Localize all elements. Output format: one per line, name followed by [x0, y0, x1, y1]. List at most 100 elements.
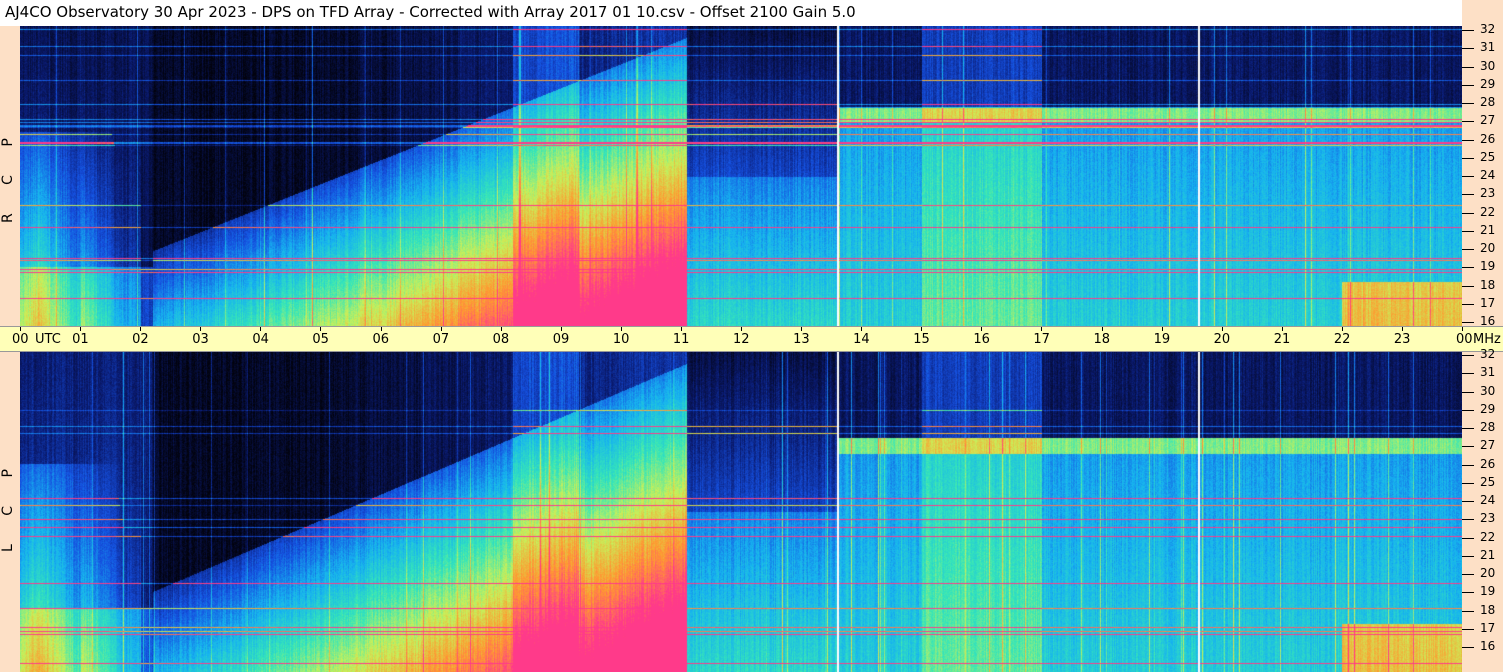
frequency-tickmark	[1462, 501, 1474, 502]
frequency-tick-label: 27	[1480, 113, 1496, 128]
chart-title: AJ4CO Observatory 30 Apr 2023 - DPS on T…	[5, 3, 856, 21]
frequency-tick-label: 22	[1480, 529, 1496, 544]
time-tick-label: 23	[1393, 332, 1411, 347]
frequency-tick-label: 24	[1480, 493, 1496, 507]
frequency-tick-label: 18	[1480, 602, 1496, 617]
time-tick-label: 14	[853, 332, 870, 347]
frequency-tickmark	[1462, 66, 1474, 68]
frequency-tickmark	[1462, 194, 1474, 196]
frequency-tickmark	[1462, 391, 1474, 393]
frequency-tickmark	[1462, 176, 1474, 177]
time-tickmark	[1341, 327, 1343, 331]
time-tickmark	[921, 327, 923, 331]
time-tick-label: 09	[552, 332, 570, 347]
time-tickmark	[20, 327, 21, 331]
frequency-tickmark	[1462, 30, 1474, 31]
frequency-tick-label: 25	[1480, 149, 1496, 164]
frequency-tickmark	[1462, 519, 1474, 521]
time-tick-label: 05	[312, 332, 329, 347]
frequency-tick-label: 19	[1480, 259, 1496, 274]
frequency-axis-lcp: 32 31 30 29 28 27 26 25 24 23 22 21 20 19 18 17 16	[1462, 347, 1503, 653]
time-tickmark	[140, 327, 142, 331]
frequency-tick-label: 25	[1480, 474, 1496, 489]
frequency-tick-label: 30	[1480, 383, 1496, 398]
time-tickmark	[1401, 327, 1403, 331]
time-tick-label: 10	[612, 332, 630, 347]
title-bar: AJ4CO Observatory 30 Apr 2023 - DPS on T…	[0, 0, 1462, 26]
frequency-tickmark	[1462, 230, 1474, 232]
frequency-tick-label: 30	[1480, 58, 1496, 73]
frequency-tickmark	[1462, 555, 1474, 557]
time-tick-label: 19	[1153, 332, 1171, 347]
time-tick-label: 16	[973, 332, 990, 347]
frequency-tickmark	[1462, 592, 1474, 594]
time-axis: 00 01 02 03 04 05 06 07 08 09 10 11 12 13 14 15 16 17 18 19…	[0, 326, 1503, 352]
time-tick-label: 17	[1033, 332, 1050, 347]
frequency-tick-label: 21	[1480, 222, 1496, 237]
time-tick-label: 11	[672, 332, 690, 347]
frequency-tick-label: 26	[1480, 456, 1496, 471]
time-tickmark	[1462, 327, 1463, 331]
time-unit-label: UTC	[35, 332, 61, 347]
frequency-tick-label: 16	[1480, 639, 1496, 653]
frequency-tick-label: 32	[1480, 22, 1496, 36]
frequency-tick-label: 21	[1480, 547, 1496, 562]
time-tick-label: 18	[1093, 332, 1111, 347]
frequency-tickmark	[1462, 355, 1474, 356]
left-strip-bottom	[0, 351, 20, 672]
frequency-tick-label: 23	[1480, 186, 1496, 201]
time-tickmark	[741, 327, 742, 331]
time-tickmark	[80, 327, 82, 331]
time-tickmark	[260, 327, 262, 331]
time-tickmark	[861, 327, 863, 331]
time-tick-label: 13	[793, 332, 810, 347]
time-tick-label: 08	[492, 332, 510, 347]
time-tickmark	[1281, 327, 1283, 331]
time-tick-label: 21	[1273, 332, 1291, 347]
frequency-tick-label: 29	[1480, 76, 1496, 91]
frequency-tickmark	[1462, 482, 1474, 484]
time-tickmark	[981, 327, 983, 331]
time-tickmark	[1161, 327, 1163, 331]
frequency-tickmark	[1462, 322, 1474, 323]
time-tickmark	[320, 327, 322, 331]
frequency-tick-label: 26	[1480, 131, 1496, 146]
frequency-tick-label: 19	[1480, 584, 1496, 599]
time-tick-label: 15	[913, 332, 930, 347]
frequency-tickmark	[1462, 537, 1474, 539]
frequency-tick-label: 31	[1480, 40, 1496, 55]
frequency-tick-label: 17	[1480, 295, 1496, 310]
time-tickmark	[680, 327, 682, 331]
frequency-tickmark	[1462, 157, 1474, 159]
time-tick-label: 03	[192, 332, 209, 347]
time-tickmark	[1101, 327, 1103, 331]
frequency-tickmark	[1462, 121, 1474, 123]
frequency-tickmark	[1462, 139, 1474, 141]
frequency-tick-label: 20	[1480, 566, 1496, 580]
frequency-tickmark	[1462, 409, 1474, 411]
lcp-label: L C P	[0, 457, 16, 553]
time-tickmark	[560, 327, 562, 331]
time-tickmark	[1221, 327, 1223, 331]
frequency-tickmark	[1462, 84, 1474, 86]
frequency-tickmark	[1462, 428, 1474, 429]
frequency-tick-label: 29	[1480, 401, 1496, 416]
frequency-tick-label: 31	[1480, 365, 1496, 380]
time-tick-label: 04	[252, 332, 269, 347]
frequency-tickmark	[1462, 48, 1474, 50]
frequency-tickmark	[1462, 212, 1474, 214]
frequency-tickmark	[1462, 628, 1474, 630]
frequency-tick-label: 24	[1480, 168, 1496, 182]
frequency-unit-label: MHz	[1473, 332, 1501, 347]
frequency-tick-label: 18	[1480, 277, 1496, 292]
time-tickmark	[1041, 327, 1043, 331]
frequency-tick-label: 20	[1480, 241, 1496, 255]
time-tickmark	[801, 327, 803, 331]
frequency-tickmark	[1462, 574, 1474, 575]
time-tick-label: 06	[372, 332, 390, 347]
left-strip-top	[0, 26, 20, 326]
lcp-spectrogram	[20, 351, 1462, 672]
frequency-tickmark	[1462, 267, 1474, 269]
frequency-tick-label: 17	[1480, 620, 1496, 635]
frequency-tick-label: 28	[1480, 420, 1496, 434]
